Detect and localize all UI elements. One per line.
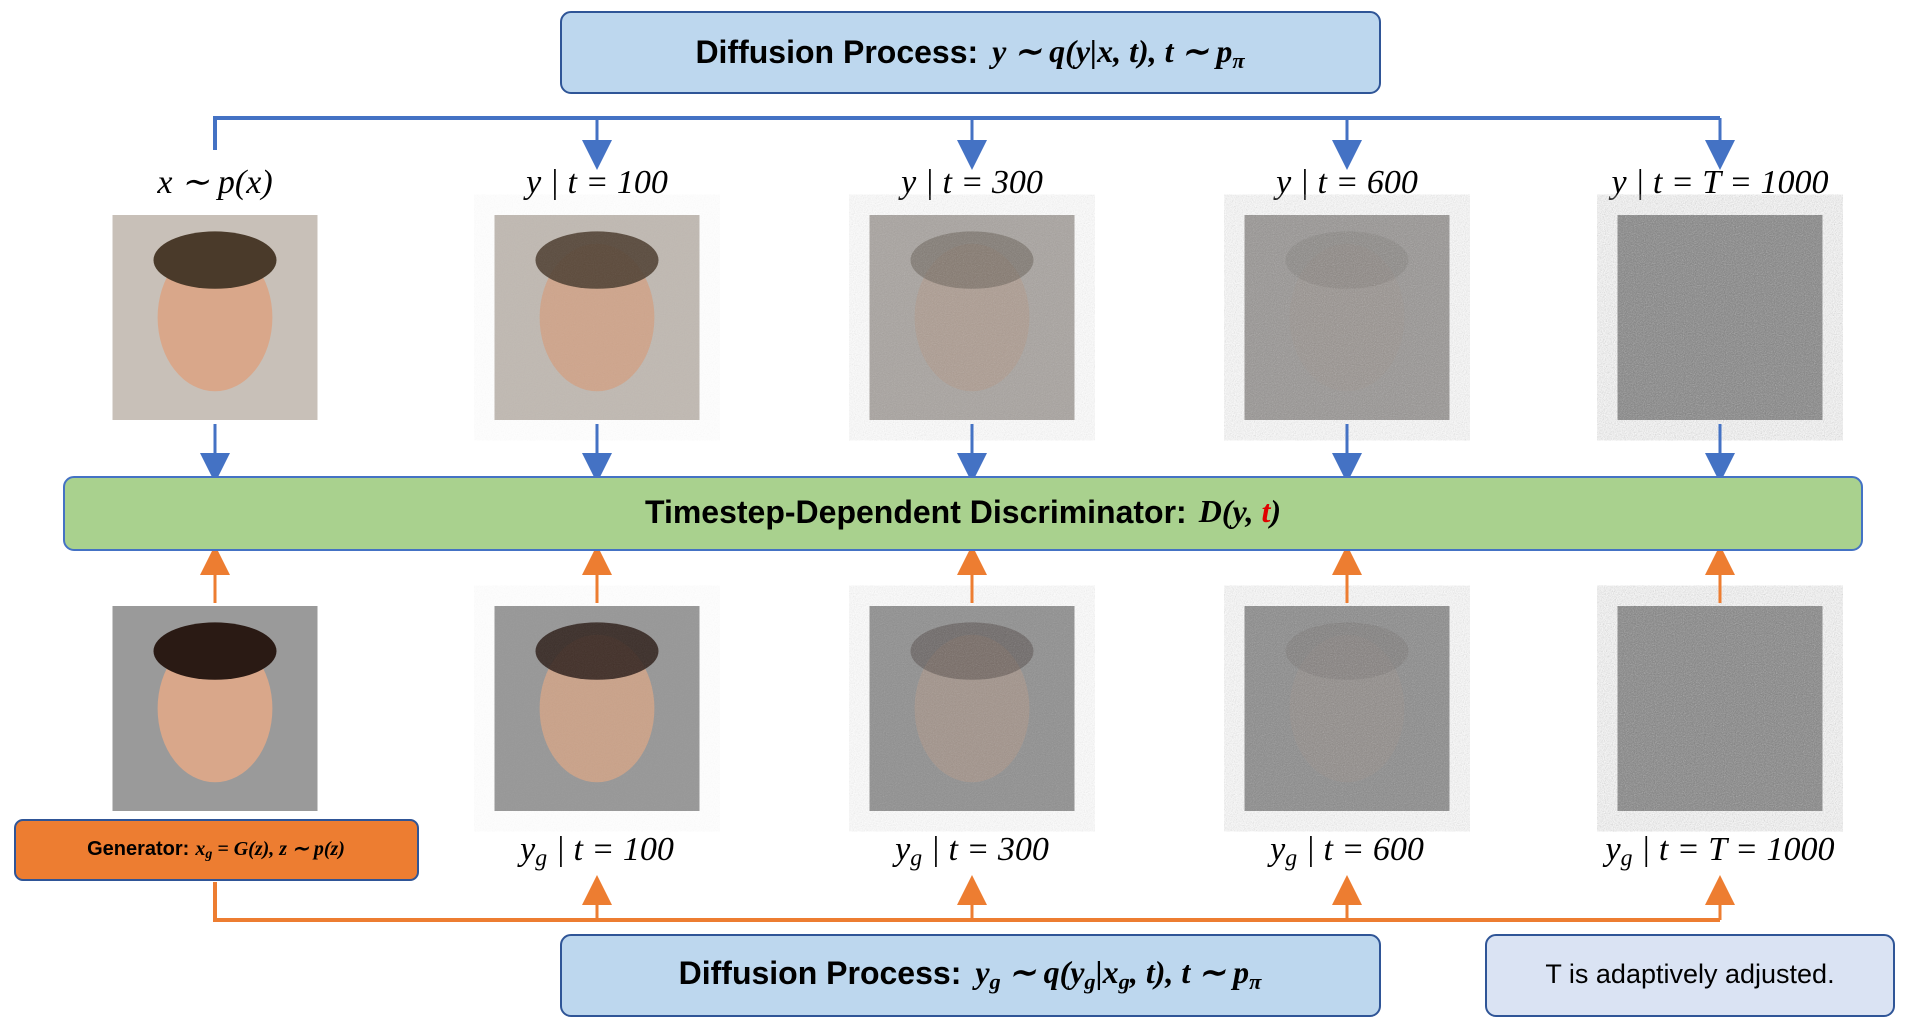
- formula-subscript: g: [989, 969, 1001, 994]
- top-label: y | t = 100: [523, 164, 668, 201]
- layer: x ∼ p(x) y | t = 100 y | t = 300 y | t = 60…: [112, 116, 1835, 922]
- noise-texture: [1244, 215, 1450, 420]
- noise-texture: [1617, 215, 1823, 420]
- note-text: T is adaptively adjusted.: [1545, 959, 1834, 989]
- formula-part: x: [194, 838, 205, 860]
- formula-part: y ∼ q(y|x, t), t ∼ p: [988, 33, 1232, 69]
- formula-part: | t = 100: [547, 831, 674, 868]
- top-box-text: Diffusion Process: y ∼ q(y|x, t), t ∼ pπ: [695, 33, 1245, 73]
- generator-text: Generator: xg = G(z), z ∼ p(z): [87, 838, 345, 863]
- connector: [213, 882, 1720, 922]
- formula-part: y: [517, 831, 536, 868]
- discriminator-text: Timestep-Dependent Discriminator: D(y, t): [645, 493, 1281, 530]
- discriminator-formula-a: D(y,: [1198, 493, 1262, 529]
- connector: [213, 116, 1720, 150]
- formula-subscript: π: [1232, 48, 1245, 73]
- formula-part: , t), t ∼ p: [1129, 954, 1249, 990]
- formula-subscript: g: [1083, 969, 1095, 994]
- hair: [153, 622, 277, 680]
- formula-subscript: g: [204, 847, 212, 862]
- formula-part: y: [1267, 831, 1286, 868]
- bottom-label: yg | t = 100: [517, 831, 674, 872]
- noise-texture: [1244, 606, 1450, 811]
- noise-texture: [494, 606, 700, 811]
- bottom-label: yg | t = 600: [1267, 831, 1424, 872]
- formula-subscript: g: [1118, 969, 1130, 994]
- formula-subscript: g: [910, 846, 922, 872]
- bottom-box: [560, 934, 1381, 1017]
- top-label: y | t = T = 1000: [1608, 164, 1828, 201]
- noise-texture: [494, 215, 700, 420]
- noise-texture: [869, 606, 1075, 811]
- formula-subscript: π: [1249, 969, 1262, 994]
- formula-part: |x: [1096, 954, 1119, 990]
- hair: [153, 231, 277, 289]
- formula-subscript: g: [535, 846, 547, 872]
- generator-formula: xg = G(z), z ∼ p(z): [194, 838, 345, 863]
- discriminator-box: [63, 476, 1863, 551]
- top-label: y | t = 300: [898, 164, 1043, 201]
- top-box: [560, 11, 1381, 94]
- formula-part: = G(z), z ∼ p(z): [212, 838, 345, 860]
- top-label: x ∼ p(x): [156, 164, 272, 201]
- note-box: [1485, 934, 1895, 1017]
- bottom-box-text: Diffusion Process: yg ∼ q(yg|xg, t), t ∼ …: [679, 954, 1263, 994]
- generator-box: [14, 819, 419, 881]
- discriminator-label: Timestep-Dependent Discriminator:: [645, 494, 1187, 530]
- formula-part: | t = 600: [1297, 831, 1424, 868]
- bottom-label: yg | t = T = 1000: [1603, 831, 1835, 872]
- formula-part: y: [1603, 831, 1622, 868]
- formula-part: | t = T = 1000: [1633, 831, 1835, 868]
- formula-part: y: [971, 954, 990, 990]
- formula-subscript: g: [1285, 846, 1297, 872]
- formula-part: ∼ q(y: [1001, 954, 1085, 990]
- top-box-formula: y ∼ q(y|x, t), t ∼ pπ: [988, 33, 1245, 73]
- top-label: y | t = 600: [1273, 164, 1418, 201]
- generator-label: Generator:: [87, 838, 189, 860]
- noise-texture: [1617, 606, 1823, 811]
- bottom-box-label: Diffusion Process:: [679, 955, 962, 991]
- formula-part: | t = 300: [922, 831, 1049, 868]
- formula-subscript: g: [1621, 846, 1633, 872]
- discriminator-formula-t: t: [1261, 493, 1271, 529]
- bottom-label: yg | t = 300: [892, 831, 1049, 872]
- bottom-box-formula: yg ∼ q(yg|xg, t), t ∼ pπ: [971, 954, 1262, 994]
- noise-texture: [869, 215, 1075, 420]
- formula-part: y: [892, 831, 911, 868]
- discriminator-formula-c: ): [1267, 493, 1281, 529]
- top-box-label: Diffusion Process:: [695, 34, 978, 70]
